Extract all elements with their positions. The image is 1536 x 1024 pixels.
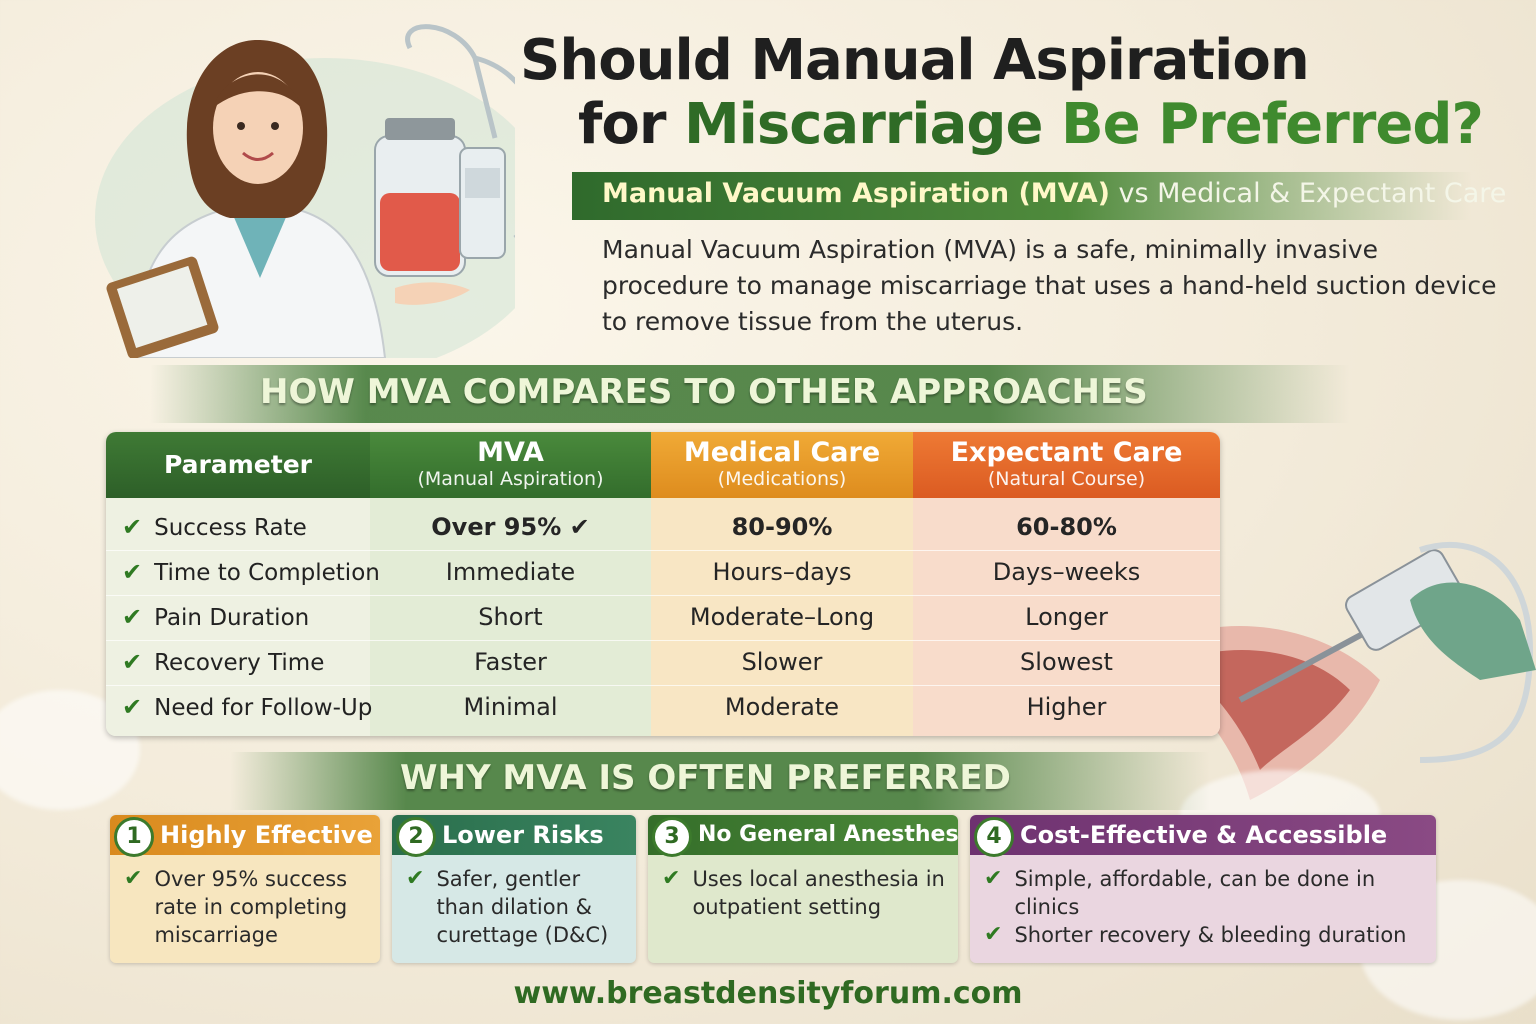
table-row-1-medical: Hours–days bbox=[712, 558, 852, 586]
benefit-card-4-header: 4 Cost-Effective & Accessible bbox=[970, 815, 1436, 857]
title-part-for: for bbox=[578, 92, 684, 157]
number-badge: 3 bbox=[652, 817, 692, 857]
header-expectant-title: Expectant Care bbox=[950, 437, 1183, 468]
header-mva-subtitle: (Manual Aspiration) bbox=[417, 468, 604, 490]
header-mva: MVA (Manual Aspiration) bbox=[370, 432, 651, 498]
table-row-0-expectant: 60-80% bbox=[1016, 513, 1117, 541]
header-parameter: Parameter bbox=[106, 432, 370, 498]
benefit-card-3-point: Uses local anesthesia in outpatient sett… bbox=[692, 867, 945, 919]
check-icon: ✔ bbox=[984, 866, 1003, 891]
check-icon: ✔ bbox=[124, 866, 143, 891]
benefit-card-2-point: Safer, gentler than dilation & curettage… bbox=[436, 867, 609, 947]
number-badge: 2 bbox=[396, 817, 436, 857]
benefit-card-1-title: Highly Effective bbox=[160, 821, 373, 849]
footer-website[interactable]: www.breastdensityforum.com bbox=[513, 976, 1023, 1011]
header-medical: Medical Care (Medications) bbox=[651, 432, 913, 498]
param-label: Recovery Time bbox=[154, 650, 325, 676]
why-heading-band bbox=[230, 752, 1210, 810]
benefit-card-1: 1 Highly Effective ✔ Over 95% success rate… bbox=[110, 815, 380, 963]
subtitle-bold: Manual Vacuum Aspiration (MVA) bbox=[602, 178, 1110, 209]
header-expectant-subtitle: (Natural Course) bbox=[987, 468, 1146, 490]
benefit-card-1-point: Over 95% success rate in completing misc… bbox=[154, 867, 348, 947]
table-row-1-param: ✔ Time to Completion bbox=[122, 550, 380, 595]
table-row-3-param: ✔ Recovery Time bbox=[122, 640, 324, 685]
table-row-4-medical: Moderate bbox=[724, 693, 840, 721]
number-badge: 4 bbox=[974, 817, 1014, 857]
check-icon: ✔ bbox=[406, 866, 425, 891]
benefit-card-4-title: Cost-Effective & Accessible bbox=[1020, 821, 1388, 849]
benefit-card-2-header: 2 Lower Risks bbox=[392, 815, 636, 857]
check-icon: ✔ bbox=[984, 922, 1003, 947]
page-title-line2: for Miscarriage Be Preferred? bbox=[578, 92, 1484, 157]
table-row-4-mva: Minimal bbox=[463, 693, 558, 721]
why-heading: WHY MVA IS OFTEN PREFERRED bbox=[400, 758, 1011, 798]
table-row-2-medical: Moderate–Long bbox=[689, 603, 875, 631]
number-badge: 1 bbox=[114, 817, 154, 857]
doctor-illustration bbox=[95, 24, 515, 358]
param-label: Need for Follow-Up bbox=[154, 695, 373, 721]
row-divider bbox=[106, 595, 1220, 596]
row-divider bbox=[106, 550, 1220, 551]
title-part-miscarriage: Miscarriage bbox=[683, 92, 1044, 157]
param-label: Time to Completion bbox=[154, 560, 380, 586]
table-row-1-expectant: Days–weeks bbox=[992, 558, 1141, 586]
table-row-2-param: ✔ Pain Duration bbox=[122, 595, 309, 640]
intro-paragraph: Manual Vacuum Aspiration (MVA) is a safe… bbox=[602, 235, 1497, 336]
table-row-0-mva: Over 95% ✔ bbox=[431, 513, 590, 541]
benefit-card-3-title: No General Anesthesia bbox=[698, 822, 958, 847]
comparison-table: Parameter MVA (Manual Aspiration) Medica… bbox=[106, 432, 1220, 736]
table-row-4-expectant: Higher bbox=[1026, 693, 1107, 721]
table-row-3-medical: Slower bbox=[741, 648, 823, 676]
header-mva-title: MVA bbox=[477, 437, 544, 468]
table-row-3-mva: Faster bbox=[474, 648, 547, 676]
table-row-2-expectant: Longer bbox=[1025, 603, 1108, 631]
param-label: Success Rate bbox=[154, 515, 307, 541]
header-expectant: Expectant Care (Natural Course) bbox=[913, 432, 1220, 498]
table-row-0-medical: 80-90% bbox=[731, 513, 833, 541]
benefit-card-2-title: Lower Risks bbox=[442, 821, 604, 849]
table-row-4-param: ✔ Need for Follow-Up bbox=[122, 685, 372, 730]
check-icon: ✔ bbox=[122, 513, 143, 541]
benefit-card-3-header: 3 No General Anesthesia bbox=[648, 815, 958, 857]
subtitle: Manual Vacuum Aspiration (MVA) vs Medica… bbox=[602, 178, 1506, 209]
title-part-preferred: Be Preferred? bbox=[1042, 92, 1484, 157]
table-row-2-mva: Short bbox=[478, 603, 543, 631]
column-bg-medical bbox=[651, 498, 913, 736]
param-label: Pain Duration bbox=[154, 605, 310, 631]
header-medical-title: Medical Care bbox=[683, 437, 881, 468]
table-row-3-expectant: Slowest bbox=[1020, 648, 1113, 676]
subtitle-rest: vs Medical & Expectant Care bbox=[1109, 178, 1507, 209]
benefit-card-4: 4 Cost-Effective & Accessible ✔ Simple, af… bbox=[970, 815, 1436, 963]
column-bg-expectant bbox=[913, 498, 1220, 736]
comparison-heading-band bbox=[150, 365, 1350, 423]
comparison-heading: HOW MVA COMPARES TO OTHER APPROACHES bbox=[260, 372, 1148, 412]
check-icon: ✔ bbox=[122, 603, 143, 631]
subtitle-bar bbox=[572, 172, 1472, 220]
benefit-card-1-header: 1 Highly Effective bbox=[110, 815, 380, 857]
page-title-line1: Should Manual Aspiration bbox=[520, 28, 1310, 93]
benefit-card-4-point-1: Simple, affordable, can be done in clini… bbox=[1014, 867, 1376, 919]
benefit-card-4-point-2: Shorter recovery & bleeding duration bbox=[1014, 923, 1407, 947]
row-divider bbox=[106, 685, 1220, 686]
column-bg-mva bbox=[370, 498, 651, 736]
benefit-card-2: 2 Lower Risks ✔ Safer, gentler than dilati… bbox=[392, 815, 636, 963]
table-row-0-param: ✔ Success Rate bbox=[122, 505, 307, 550]
check-icon: ✔ bbox=[122, 648, 143, 676]
check-icon: ✔ bbox=[122, 693, 143, 721]
row-divider bbox=[106, 640, 1220, 641]
check-icon: ✔ bbox=[122, 558, 143, 586]
check-icon: ✔ bbox=[662, 866, 681, 891]
table-row-1-mva: Immediate bbox=[445, 558, 576, 586]
column-bg-parameter bbox=[106, 498, 370, 736]
benefit-card-3: 3 No General Anesthesia ✔ Uses local anest… bbox=[648, 815, 958, 963]
header-medical-subtitle: (Medications) bbox=[717, 468, 847, 490]
header-parameter-title: Parameter bbox=[164, 450, 312, 479]
